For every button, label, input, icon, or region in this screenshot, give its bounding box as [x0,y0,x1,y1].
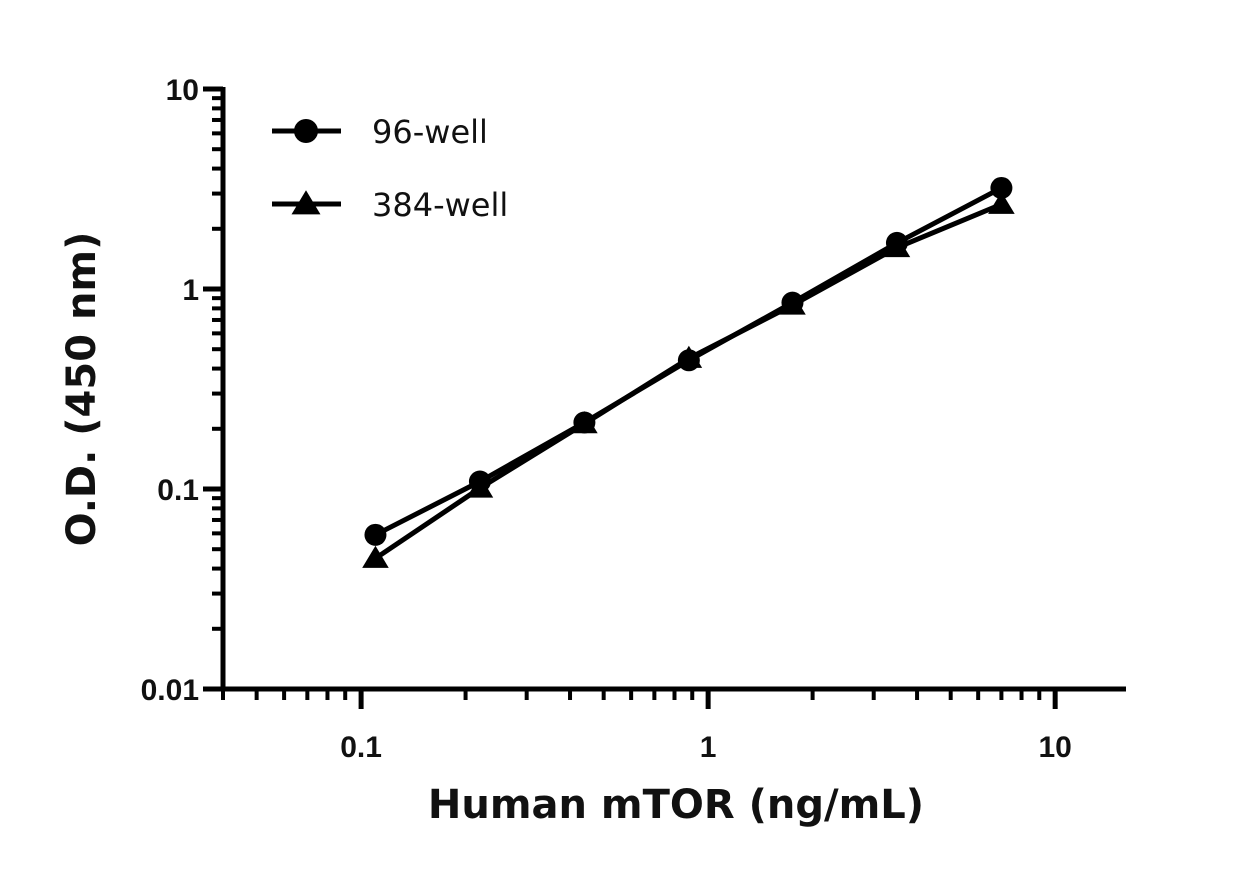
y-axis-title: O.D. (450 nm) [59,232,105,547]
data-point-triangle [362,545,389,568]
legend-label: 384-well [372,186,508,224]
y-tick-label: 0.01 [141,674,199,707]
series-line [374,202,1003,561]
y-tick-label: 10 [166,74,199,107]
legend-triangle-marker [291,190,321,215]
data-point-triangle [675,345,703,368]
legend: 96-well 384-well [272,113,508,224]
x-axis-title: Human mTOR (ng/mL) [428,782,924,828]
y-tick-label: 1 [182,274,199,307]
y-tick-label: 0.1 [157,474,199,507]
series-layer [362,176,1015,568]
legend-circle-marker [294,119,318,143]
series-2 [362,191,1015,568]
data-point-triangle [883,234,911,258]
x-tick-label: 10 [1038,731,1071,764]
data-point-triangle [988,191,1015,214]
data-point-circle [364,523,387,546]
x-tick-label: 1 [700,731,717,764]
legend-label: 96-well [372,113,488,151]
legend-item: 384-well [272,186,508,224]
x-tick-label: 0.1 [340,731,382,764]
legend-item: 96-well [272,113,488,151]
data-point-triangle [779,292,806,315]
data-point-triangle [571,411,598,434]
data-point-triangle [466,475,494,498]
axes: 0.01 0.1 1 10 0.1 1 10 [141,74,1126,764]
data-point-circle [990,176,1013,199]
